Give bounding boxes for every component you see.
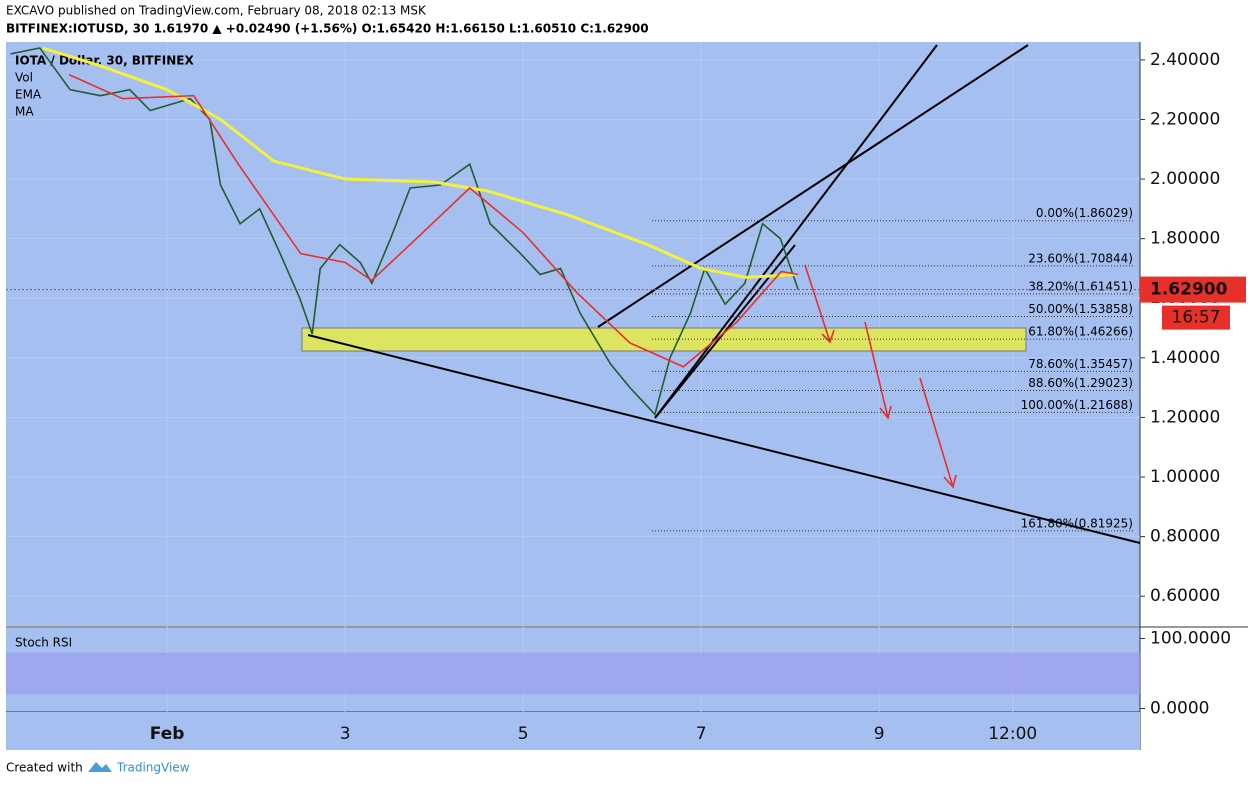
legend-ema: EMA: [15, 88, 42, 102]
header-line2: BITFINEX:IOTUSD, 30 1.61970 ▲ +0.02490 (…: [6, 22, 649, 36]
x-tick-label: 3: [340, 724, 351, 744]
price-tag: [1140, 276, 1246, 303]
fib-label: 23.60%(1.70844): [1028, 251, 1133, 265]
y-tick-label: 0.60000: [1150, 586, 1220, 606]
x-tick-label: 9: [874, 724, 885, 744]
header-line1: EXCAVO published on TradingView.com, Feb…: [6, 4, 427, 18]
rsi-tick-label: 100.0000: [1150, 629, 1231, 649]
fib-label: 100.00%(1.21688): [1021, 398, 1133, 412]
countdown-label: 16:57: [1172, 308, 1221, 328]
x-tick-label: 12:00: [988, 724, 1037, 744]
rsi-label: Stoch RSI: [15, 636, 72, 650]
footer-brand[interactable]: TradingView: [116, 761, 190, 775]
countdown-tag: [1162, 305, 1230, 330]
brand-logo: [88, 762, 112, 772]
rsi-tick-label: 0.0000: [1150, 699, 1209, 719]
y-tick-label: 1.80000: [1150, 229, 1220, 249]
y-tick-label: 1.00000: [1150, 467, 1220, 487]
y-tick-label: 0.80000: [1150, 527, 1220, 547]
fib-label: 88.60%(1.29023): [1028, 376, 1133, 390]
price-line: [42, 46, 799, 279]
price-line: [10, 47, 799, 417]
fib-label: 38.20%(1.61451): [1028, 279, 1133, 293]
price-line: [68, 74, 799, 368]
y-tick-label: 2.40000: [1150, 50, 1220, 70]
fib-label: 61.80%(1.46266): [1028, 325, 1133, 339]
legend-symbol: IOTA / Dollar, 30, BITFINEX: [15, 54, 195, 68]
y-tick-label: 2.00000: [1150, 169, 1220, 189]
time-axis: [6, 712, 1140, 750]
fib-label: 50.00%(1.53858): [1028, 302, 1133, 316]
projection-arrows: [804, 264, 957, 489]
y-tick-label: 2.20000: [1150, 109, 1220, 129]
fib-label: 161.80%(0.81925): [1021, 516, 1133, 530]
footer-created: Created with: [6, 761, 83, 775]
price-tag-label: 1.62900: [1150, 280, 1228, 300]
y-tick-label: 1.40000: [1150, 348, 1220, 368]
rsi-band: [6, 652, 1140, 695]
fib-label: 78.60%(1.35457): [1028, 357, 1133, 371]
legend-vol: Vol: [15, 71, 33, 85]
x-tick-label: 7: [696, 724, 707, 744]
x-tick-label: 5: [518, 724, 529, 744]
y-tick-label: 1.20000: [1150, 407, 1220, 427]
fib-label: 0.00%(1.86029): [1036, 206, 1133, 220]
x-tick-label: Feb: [150, 724, 185, 744]
legend-ma: MA: [15, 105, 34, 119]
